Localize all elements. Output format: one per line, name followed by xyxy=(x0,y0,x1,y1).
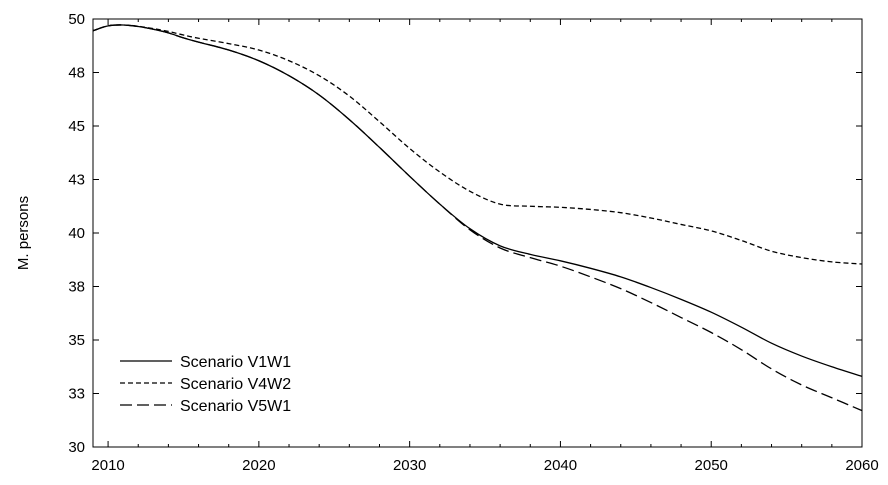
legend-label: Scenario V4W2 xyxy=(180,376,291,393)
y-tick-label: 45 xyxy=(68,118,85,135)
x-tick-label: 2030 xyxy=(393,457,426,474)
y-tick-label: 50 xyxy=(68,11,85,28)
series-line-scenario-v5w1 xyxy=(92,24,863,412)
y-axis: 30 33 35 38 40 43 45 48 50 xyxy=(68,11,862,456)
series-lines xyxy=(92,24,863,412)
series-line-scenario-v1w1 xyxy=(92,24,863,377)
x-tick-label: 2050 xyxy=(695,457,728,474)
series-line-scenario-v4w2 xyxy=(92,24,863,265)
y-tick-label: 33 xyxy=(68,386,85,403)
y-axis-title: M. persons xyxy=(15,196,32,270)
x-tick-label: 2040 xyxy=(544,457,577,474)
y-tick-label: 40 xyxy=(68,225,85,242)
y-tick-label: 38 xyxy=(68,279,85,296)
y-tick-label: 30 xyxy=(68,439,85,456)
y-tick-label: 35 xyxy=(68,332,85,349)
legend: Scenario V1W1 Scenario V4W2 Scenario V5W1 xyxy=(120,354,291,415)
x-tick-label: 2010 xyxy=(91,457,124,474)
x-tick-label: 2020 xyxy=(242,457,275,474)
x-tick-label: 2060 xyxy=(845,457,878,474)
legend-label: Scenario V5W1 xyxy=(180,398,291,415)
x-axis: 2010 2020 2030 2040 2050 2060 xyxy=(91,19,879,474)
legend-label: Scenario V1W1 xyxy=(180,354,291,371)
y-tick-label: 43 xyxy=(68,172,85,189)
y-tick-label: 48 xyxy=(68,65,85,82)
